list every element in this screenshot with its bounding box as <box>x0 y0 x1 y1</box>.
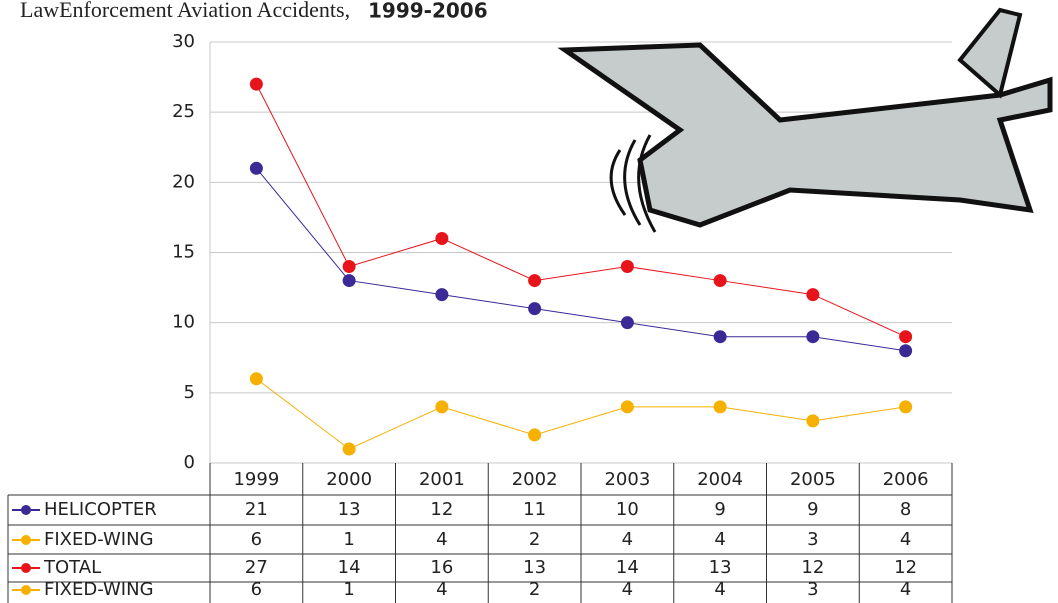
y-tick-label: 20 <box>172 171 195 192</box>
table-cell: 1 <box>343 579 354 600</box>
data-point <box>528 274 541 287</box>
data-point <box>714 400 727 413</box>
data-point <box>806 288 819 301</box>
table-cell: 4 <box>622 529 633 550</box>
table-cell: 4 <box>622 579 633 600</box>
x-tick-label: 2005 <box>790 469 836 490</box>
series-line <box>256 168 905 350</box>
legend-marker <box>21 563 31 573</box>
table-cell: 4 <box>900 579 911 600</box>
table-cell: 16 <box>430 557 453 578</box>
table-cell: 14 <box>338 557 361 578</box>
data-point <box>714 274 727 287</box>
y-tick-label: 0 <box>184 452 195 473</box>
table-cell: 4 <box>714 579 725 600</box>
table-cell: 13 <box>523 557 546 578</box>
legend-marker <box>21 535 31 545</box>
table-cell: 6 <box>251 529 262 550</box>
table-cell: 8 <box>900 499 911 520</box>
data-point <box>435 400 448 413</box>
data-point <box>435 232 448 245</box>
legend-label: FIXED-WING <box>44 529 154 550</box>
y-tick-label: 25 <box>172 101 195 122</box>
table-cell: 1 <box>343 529 354 550</box>
table-cell: 4 <box>900 529 911 550</box>
legend-marker <box>21 505 31 515</box>
data-point <box>343 274 356 287</box>
data-point <box>714 330 727 343</box>
data-point <box>621 316 634 329</box>
table-cell: 4 <box>436 529 447 550</box>
legend-label: TOTAL <box>43 557 101 578</box>
x-tick-label: 2000 <box>326 469 372 490</box>
table-cell: 10 <box>616 499 639 520</box>
data-point <box>343 260 356 273</box>
x-tick-label: 2003 <box>604 469 650 490</box>
table-cell: 27 <box>245 557 268 578</box>
data-point <box>899 330 912 343</box>
table-cell: 9 <box>714 499 725 520</box>
data-point <box>899 400 912 413</box>
table-cell: 12 <box>801 557 824 578</box>
table-cell: 6 <box>251 579 262 600</box>
legend-marker <box>21 585 31 595</box>
x-tick-label: 2004 <box>697 469 743 490</box>
data-point <box>806 330 819 343</box>
data-point <box>806 414 819 427</box>
data-point <box>621 260 634 273</box>
y-tick-label: 10 <box>172 312 195 333</box>
x-tick-label: 2002 <box>512 469 558 490</box>
x-tick-label: 2006 <box>883 469 929 490</box>
chart: LawEnforcement Aviation Accidents, 1999-… <box>0 0 1058 603</box>
table-cell: 3 <box>807 529 818 550</box>
x-tick-label: 2001 <box>419 469 465 490</box>
table-cell: 9 <box>807 499 818 520</box>
table-cell: 21 <box>245 499 268 520</box>
data-point <box>343 442 356 455</box>
chart-title: LawEnforcement Aviation Accidents, <box>20 0 350 22</box>
data-point <box>899 344 912 357</box>
y-tick-label: 5 <box>184 382 195 403</box>
data-point <box>250 372 263 385</box>
table-cell: 12 <box>894 557 917 578</box>
table-cell: 2 <box>529 529 540 550</box>
data-point <box>621 400 634 413</box>
legend-label: HELICOPTER <box>44 499 157 520</box>
series-line <box>256 379 905 449</box>
table-cell: 12 <box>430 499 453 520</box>
data-point <box>250 162 263 175</box>
table-cell: 4 <box>714 529 725 550</box>
data-point <box>250 78 263 91</box>
table-cell: 13 <box>709 557 732 578</box>
y-tick-label: 15 <box>172 242 195 263</box>
table-cell: 4 <box>436 579 447 600</box>
table-cell: 3 <box>807 579 818 600</box>
plane-illustration <box>565 10 1050 232</box>
table-cell: 11 <box>523 499 546 520</box>
table-cell: 14 <box>616 557 639 578</box>
x-tick-label: 1999 <box>233 469 279 490</box>
data-point <box>435 288 448 301</box>
data-point <box>528 302 541 315</box>
y-tick-label: 30 <box>172 31 195 52</box>
chart-title-years: 1999-2006 <box>368 0 488 23</box>
data-point <box>528 428 541 441</box>
legend-label: FIXED-WING <box>44 579 154 600</box>
table-cell: 2 <box>529 579 540 600</box>
table-cell: 13 <box>338 499 361 520</box>
